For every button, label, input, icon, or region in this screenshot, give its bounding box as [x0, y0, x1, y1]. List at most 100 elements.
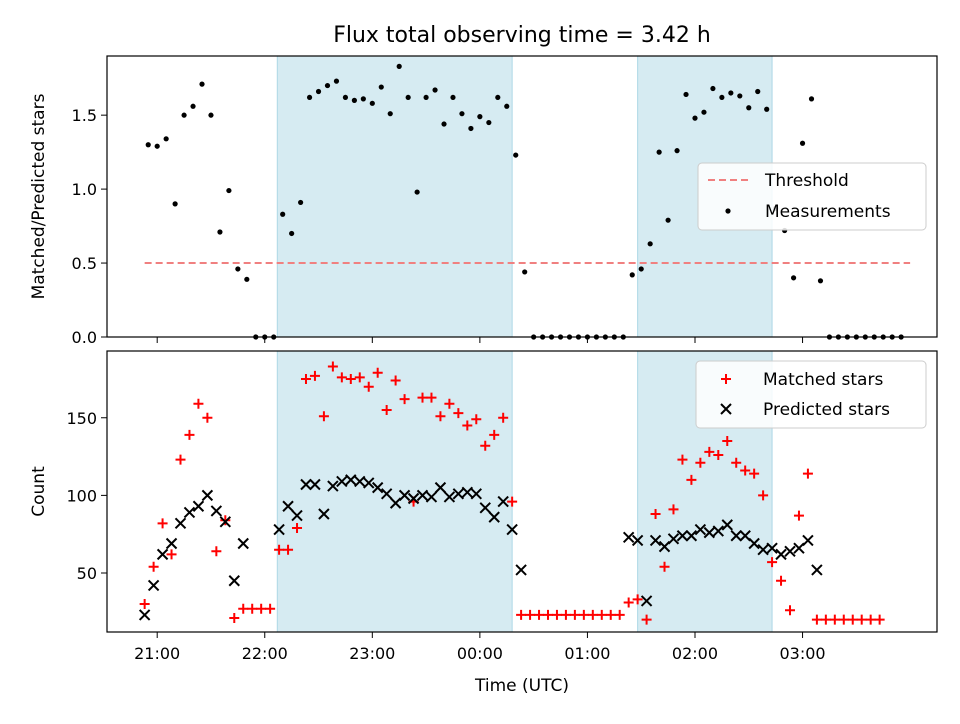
y-tick-label: 1.0 — [72, 180, 97, 199]
measurement-point — [486, 119, 492, 126]
predicted-stars-point — [138, 609, 151, 621]
measurement-point — [333, 78, 340, 84]
predicted-stars-point — [515, 564, 527, 576]
measurement-point — [522, 269, 528, 275]
matched-stars-point — [175, 454, 186, 465]
measurement-point — [369, 100, 375, 106]
predicted-stars-point — [730, 530, 742, 542]
matched-stars-point — [722, 436, 733, 447]
matched-stars-point — [793, 510, 804, 521]
matched-stars-point — [157, 518, 168, 529]
measurement-point — [513, 152, 519, 158]
measurement-point — [199, 81, 205, 87]
matched-stars-point — [749, 468, 760, 479]
matched-stars-point — [148, 561, 159, 572]
predicted-stars-point — [156, 548, 169, 561]
predicted-stars-point — [416, 489, 429, 502]
predicted-stars-point — [282, 500, 294, 512]
measurement-point — [423, 94, 429, 101]
matched-stars-point — [677, 454, 688, 465]
measurement-point — [683, 91, 689, 98]
matched-stars-point — [480, 440, 491, 451]
legend: Threshold Measurements — [697, 162, 927, 231]
x-axis-label: Time (UTC) — [474, 676, 569, 696]
y-axis-label: Matched/Predicted stars — [29, 93, 49, 299]
matched-stars-point — [776, 575, 787, 586]
measurement-point — [405, 94, 411, 101]
matched-stars-point — [847, 614, 858, 625]
predicted-stars-point — [380, 488, 393, 500]
matched-stars-point — [874, 614, 885, 625]
predicted-stars-point — [291, 509, 303, 522]
predicted-stars-point — [640, 595, 653, 607]
matched-stars-point — [318, 411, 329, 422]
x-tick-label: 01:00 — [564, 644, 610, 663]
predicted-stars-point — [748, 537, 760, 550]
legend-matched-swatch — [721, 374, 731, 384]
matched-stars-point — [516, 609, 527, 620]
measurement-point — [145, 142, 151, 148]
legend-matched-label: Matched stars — [763, 370, 883, 390]
measurement-point — [728, 90, 734, 96]
axes-frame — [106, 55, 938, 338]
predicted-stars-point — [174, 517, 187, 530]
legend: Matched stars Predicted stars — [695, 360, 927, 429]
measurement-point — [790, 275, 797, 281]
y-tick-label: 1.5 — [72, 106, 97, 125]
measurement-point — [235, 266, 241, 272]
x-tick-label: 00:00 — [457, 644, 503, 663]
predicted-stars-point — [389, 497, 402, 509]
predicted-stars-point — [363, 477, 375, 489]
x-tick-label: 02:00 — [672, 644, 718, 663]
measurement-point — [208, 112, 214, 118]
legend-predicted-swatch — [720, 403, 732, 415]
matched-stars-point — [569, 609, 580, 620]
predicted-stars-point — [757, 544, 769, 556]
matched-stars-point — [462, 420, 473, 431]
predicted-stars-point — [354, 475, 366, 488]
predicted-stars-point — [676, 530, 689, 542]
predicted-stars-point — [345, 474, 357, 486]
legend-measurements-label: Measurements — [765, 202, 891, 222]
measurement-point — [647, 241, 653, 247]
predicted-stars-point — [318, 508, 330, 520]
matched-stars-point — [596, 609, 607, 620]
predicted-stars-point — [775, 548, 787, 561]
measurement-point — [504, 103, 510, 109]
measurement-point — [710, 85, 716, 92]
measurement-point — [692, 115, 698, 121]
matched-stars-point — [417, 392, 428, 403]
predicted-stars-point — [210, 505, 223, 517]
predicted-stars-point — [658, 540, 671, 553]
measurement-point — [629, 272, 635, 278]
predicted-stars-point — [201, 489, 214, 502]
matched-stars-point — [327, 361, 338, 372]
matched-stars-point — [202, 412, 213, 423]
predicted-stars-point — [165, 537, 178, 550]
predicted-stars-point — [183, 506, 196, 519]
matched-stars-point — [426, 392, 437, 403]
matched-stars-point — [193, 398, 204, 409]
matched-stars-point — [632, 594, 643, 605]
predicted-stars-point — [398, 489, 411, 502]
matched-stars-point — [659, 561, 670, 572]
matched-stars-point — [372, 367, 383, 378]
matched-stars-point — [525, 609, 536, 620]
matched-stars-point — [300, 373, 311, 384]
matched-stars-point — [444, 398, 455, 409]
predicted-stars-point — [631, 534, 644, 547]
legend-threshold-label: Threshold — [764, 171, 849, 191]
measurement-point — [656, 149, 662, 155]
measurement-point — [289, 230, 295, 237]
measurement-point — [817, 278, 824, 284]
x-tick-label: 22:00 — [242, 644, 288, 663]
measurement-point — [755, 88, 761, 95]
predicted-stars-point — [309, 478, 321, 491]
measurement-point — [764, 106, 770, 112]
y-tick-label: 0.5 — [72, 254, 97, 273]
matched-stars-point — [354, 372, 365, 383]
matched-stars-point — [811, 614, 822, 625]
predicted-stars-point — [425, 491, 438, 503]
matched-stars-point — [578, 609, 589, 620]
